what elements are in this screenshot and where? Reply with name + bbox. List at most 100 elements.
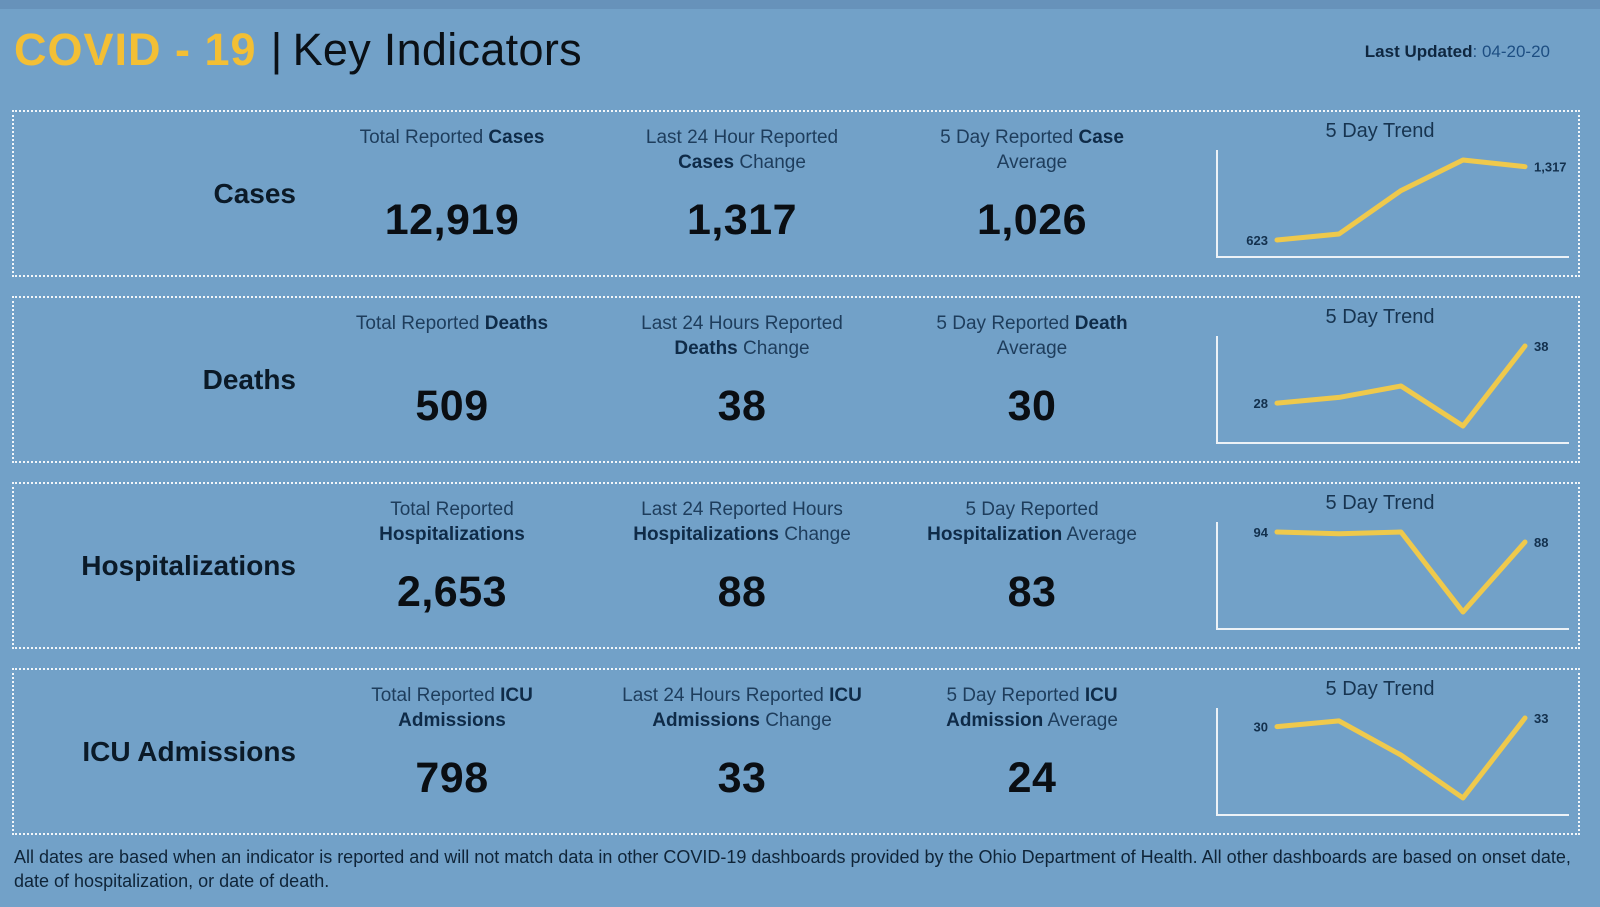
last-point-label: 88 [1534,535,1548,550]
sparkline-axes [1216,150,1569,258]
sparkline-chart: 623 1,317 [1216,150,1569,258]
trend-line [1274,715,1528,801]
kpi-total-header: Total Reported Hospitalizations [337,497,567,548]
kpi-average-header-pre: 5 Day Reported [946,685,1085,706]
kpi-change-value: 88 [717,568,767,616]
row-label: Cases [213,177,296,209]
kpi-average-header-bold: Hospitalization [927,524,1063,546]
trend-chart: 5 Day Trend 28 38 [1182,298,1578,461]
kpi-change-header-bold: Hospitalizations [633,524,779,546]
kpi-change: Last 24 Hours Reported Deaths Change 38 [602,298,882,461]
last-updated-label: Last Updated [1364,42,1473,61]
last-point-label: 1,317 [1534,160,1567,175]
sparkline-axes [1216,522,1569,630]
kpi-total: Total Reported Deaths 509 [302,298,602,461]
first-point-label: 94 [1254,525,1269,540]
kpi-total-header: Total Reported Deaths [356,311,548,362]
last-point-label: 38 [1534,339,1548,354]
kpi-average-header: 5 Day Reported Hospitalization Average [917,497,1147,548]
trend-line [1274,343,1528,429]
kpi-average-value: 30 [1007,382,1057,430]
kpi-average-value: 1,026 [976,196,1088,244]
kpi-average-header-bold: Death [1074,313,1128,334]
row-label: Hospitalizations [81,549,296,581]
first-point-label: 623 [1246,233,1268,248]
kpi-average-header-post: Average [1062,524,1137,546]
sparkline-axes [1216,336,1569,444]
kpi-change: Last 24 Reported Hours Hospitalizations … [602,484,882,647]
trend-chart-title: 5 Day Trend [1325,492,1435,514]
kpi-change-header-pre: Last 24 Hours Reported [622,685,830,706]
kpi-total-header-pre: Total Reported [359,127,489,148]
trend-chart: 5 Day Trend 30 33 [1182,670,1578,833]
kpi-total-header-pre: Total Reported [371,685,501,706]
kpi-change-header: Last 24 Hour Reported Cases Change [622,125,862,176]
kpi-total-header: Total Reported ICU Admissions [337,683,567,734]
footnote: All dates are based when an indicator is… [14,847,1571,892]
brand-covid19: COVID - 19 [14,24,257,75]
dashboard-header: COVID - 19 | Key Indicators Last Updated: … [0,0,1600,110]
trend-chart-title: 5 Day Trend [1325,306,1435,328]
kpi-change-value: 33 [717,754,767,802]
trend-chart-title: 5 Day Trend [1325,120,1435,142]
kpi-total: Total Reported Hospitalizations 2,653 [302,484,602,647]
kpi-total-header-bold: Cases [488,127,545,148]
kpi-average-header-post: Average [1043,710,1118,732]
page-title: COVID - 19 | Key Indicators [14,26,582,73]
sparkline-chart: 30 33 [1216,708,1569,816]
last-updated-date: 04-20-20 [1481,42,1550,61]
title-separator: | [270,24,283,75]
row-label: ICU Admissions [82,735,296,767]
kpi-average-header-pre: 5 Day Reported [965,499,1099,520]
kpi-total-header: Total Reported Cases [360,125,545,176]
kpi-average-header: 5 Day Reported ICU Admission Average [917,683,1147,734]
kpi-total-header-bold: ICU Admissions [398,685,533,732]
trend-chart: 5 Day Trend 94 88 [1182,484,1578,647]
kpi-average-header: 5 Day Reported Case Average [917,125,1147,176]
row-label-cell: Hospitalizations [14,484,302,647]
kpi-total: Total Reported Cases 12,919 [302,112,602,275]
kpi-average-value: 24 [1007,754,1057,802]
kpi-total-value: 12,919 [384,196,520,244]
kpi-average-header-post: Average [996,338,1068,360]
kpi-change-header-post: Change [778,524,851,546]
last-updated: Last Updated: 04-20-20 [1365,42,1550,62]
kpi-total-header-bold: Deaths [484,313,549,334]
kpi-total-value: 509 [415,382,489,430]
indicator-row: Deaths Total Reported Deaths 509 Last 24… [12,296,1580,463]
kpi-average-header-pre: 5 Day Reported [940,127,1079,148]
kpi-change-header-post: Change [737,338,810,360]
kpi-total-header-bold: Hospitalizations [379,524,525,546]
title-subtitle: Key Indicators [292,24,582,75]
kpi-change-header-bold: Deaths [674,338,738,360]
first-point-label: 28 [1254,396,1268,411]
kpi-average: 5 Day Reported Case Average 1,026 [882,112,1182,275]
row-label-cell: Cases [14,112,302,275]
kpi-average-header-bold: ICU Admission [946,685,1118,732]
indicator-row: Hospitalizations Total Reported Hospital… [12,482,1580,649]
row-label: Deaths [202,363,296,395]
kpi-change-header-post: Change [734,152,806,174]
kpi-change: Last 24 Hour Reported Cases Change 1,317 [602,112,882,275]
kpi-change-header: Last 24 Hours Reported ICU Admissions Ch… [622,683,862,734]
first-point-label: 30 [1254,720,1268,735]
kpi-change-header-bold: ICU Admissions [652,685,862,732]
kpi-change-header-pre: Last 24 Hours Reported [641,313,843,334]
kpi-change-header-pre: Last 24 Reported Hours [641,499,843,520]
kpi-average-header-post: Average [996,152,1068,174]
kpi-total-header-pre: Total Reported [390,499,514,520]
kpi-average: 5 Day Reported ICU Admission Average 24 [882,670,1182,833]
kpi-total: Total Reported ICU Admissions 798 [302,670,602,833]
row-label-cell: ICU Admissions [14,670,302,833]
sparkline-chart: 94 88 [1216,522,1569,630]
row-label-cell: Deaths [14,298,302,461]
trend-line [1274,529,1528,615]
kpi-total-header-pre: Total Reported [355,313,485,334]
kpi-change-header: Last 24 Reported Hours Hospitalizations … [622,497,862,548]
kpi-average-header-bold: Case [1078,127,1124,148]
trend-line [1274,157,1528,243]
kpi-average-header: 5 Day Reported Death Average [917,311,1147,362]
kpi-average-value: 83 [1007,568,1057,616]
kpi-average: 5 Day Reported Hospitalization Average 8… [882,484,1182,647]
kpi-change: Last 24 Hours Reported ICU Admissions Ch… [602,670,882,833]
